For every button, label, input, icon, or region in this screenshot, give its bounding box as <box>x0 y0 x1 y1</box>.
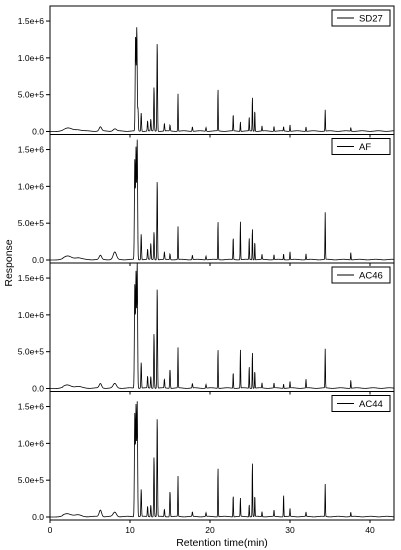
chromatogram-panel-sd27: 0.0 5.0e+5 1.0e+6 1.5e+6 SD27 <box>18 5 395 138</box>
x-axis-label: Retention time(min) <box>176 537 268 549</box>
y-tick-label: 0.0 <box>32 512 44 522</box>
y-tick-label: 1.0e+6 <box>18 438 45 448</box>
legend-label: AC46 <box>359 271 383 282</box>
y-tick-label: 5.0e+5 <box>18 90 45 100</box>
legend-label: AF <box>359 142 371 153</box>
y-tick-label: 1.5e+6 <box>18 145 45 155</box>
x-tick-label: 40 <box>365 525 375 535</box>
y-tick-label: 1.0e+6 <box>18 53 45 63</box>
chromatogram-panel-ac44: 0.0 5.0e+5 1.0e+6 1.5e+6 AC44 0 10 20 30 40 <box>18 391 395 535</box>
x-tick-label: 20 <box>205 525 215 535</box>
legend-box <box>331 395 391 412</box>
y-tick-label: 1.0e+6 <box>18 181 45 191</box>
y-tick-label: 0.0 <box>32 127 44 137</box>
y-axis-label: Response <box>3 239 15 286</box>
series-trace <box>50 27 395 132</box>
y-tick-label: 0.0 <box>32 384 44 394</box>
series-trace <box>50 262 395 389</box>
chromatogram-panel-af: 0.0 5.0e+5 1.0e+6 1.5e+6 AF <box>18 134 395 266</box>
y-tick-label: 1.0e+6 <box>18 310 45 320</box>
y-tick-label: 5.0e+5 <box>18 475 45 485</box>
y-tick-label: 1.5e+6 <box>18 273 45 283</box>
legend-label: SD27 <box>359 14 383 25</box>
x-tick-label: 10 <box>125 525 135 535</box>
panel-frame <box>49 391 395 521</box>
legend-box <box>331 266 391 284</box>
legend-box <box>331 9 391 27</box>
y-tick-label: 5.0e+5 <box>18 218 45 228</box>
series-trace <box>50 139 395 261</box>
y-tick-label: 1.5e+6 <box>18 402 45 412</box>
legend-label: AC44 <box>359 399 383 410</box>
chromatogram-panel-ac46: 0.0 5.0e+5 1.0e+6 1.5e+6 AC46 <box>18 262 395 395</box>
y-tick-label: 1.5e+6 <box>18 16 45 26</box>
series-trace <box>50 401 395 518</box>
x-tick-label: 0 <box>48 525 53 535</box>
y-tick-label: 0.0 <box>32 255 44 265</box>
x-tick-label: 30 <box>285 525 295 535</box>
y-tick-label: 5.0e+5 <box>18 347 45 357</box>
legend-box <box>331 138 391 155</box>
